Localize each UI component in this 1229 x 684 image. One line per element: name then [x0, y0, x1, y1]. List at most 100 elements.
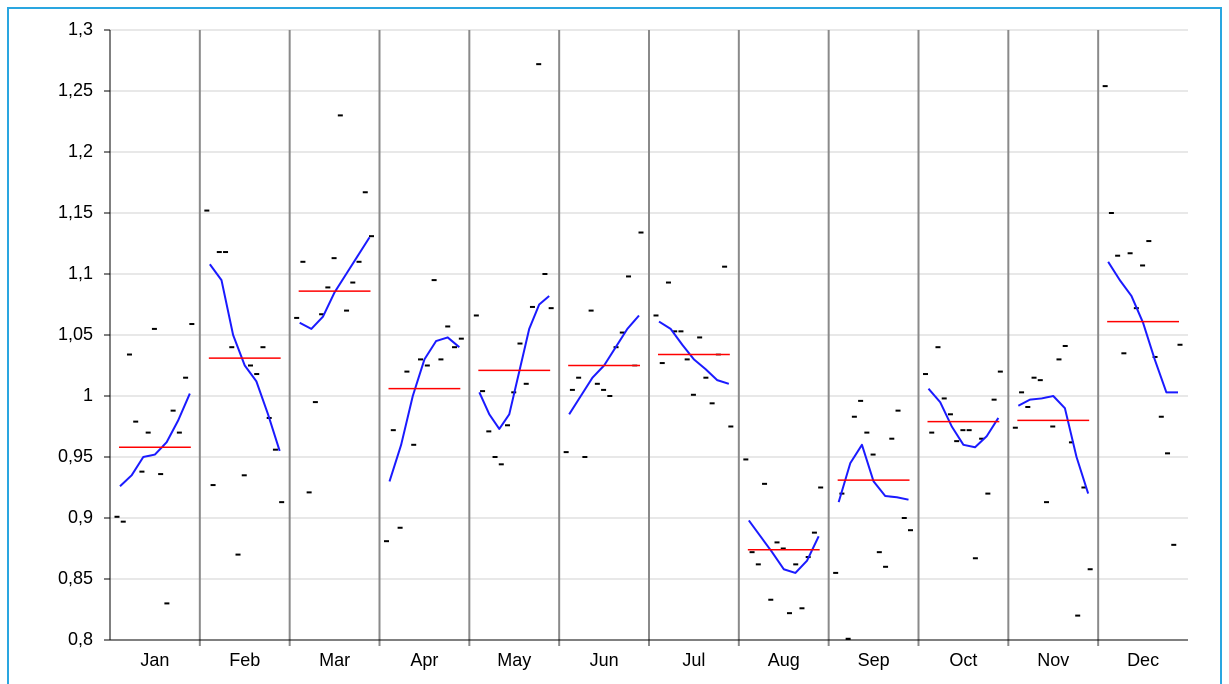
data-point — [923, 373, 928, 376]
data-point — [638, 231, 644, 234]
data-point — [889, 437, 895, 440]
data-point — [473, 314, 479, 317]
data-point — [1050, 425, 1056, 428]
data-point — [929, 431, 935, 434]
data-point — [247, 364, 253, 367]
data-point — [709, 402, 715, 405]
data-point — [780, 547, 786, 550]
data-point — [901, 517, 907, 519]
data-point — [404, 370, 410, 373]
data-point — [1165, 452, 1171, 455]
data-point — [985, 492, 991, 495]
data-point — [189, 323, 195, 326]
data-point — [548, 307, 554, 310]
data-point — [1115, 254, 1121, 257]
data-point — [833, 571, 839, 574]
data-point — [588, 309, 594, 312]
data-point — [438, 358, 444, 361]
data-point — [997, 370, 1003, 373]
data-point — [954, 440, 960, 443]
data-point — [279, 501, 285, 504]
data-point — [569, 388, 575, 391]
data-point — [1025, 405, 1031, 408]
y-tick-label: 0,85 — [58, 568, 93, 588]
y-tick-label: 0,9 — [68, 507, 93, 527]
trend-line — [658, 320, 730, 385]
data-point — [1037, 379, 1043, 382]
data-point — [183, 376, 189, 379]
data-point — [1158, 415, 1164, 418]
data-point — [492, 456, 498, 458]
y-tick-label: 0,95 — [58, 446, 93, 466]
data-point — [114, 515, 120, 518]
data-point — [793, 563, 799, 566]
data-point — [151, 327, 157, 330]
data-point — [260, 346, 266, 349]
data-point — [935, 346, 941, 349]
data-point — [1019, 391, 1025, 394]
data-point — [458, 337, 464, 340]
x-tick-label: Sep — [858, 650, 890, 670]
data-point — [306, 491, 312, 494]
data-point — [851, 415, 857, 418]
trend-line — [388, 336, 460, 482]
x-tick-label: Feb — [229, 650, 260, 670]
data-point — [966, 429, 972, 432]
data-point — [1087, 568, 1093, 571]
y-tick-label: 0,8 — [68, 629, 93, 649]
data-point — [204, 209, 210, 212]
data-point — [811, 531, 817, 534]
y-tick-label: 1,15 — [58, 202, 93, 222]
y-tick-label: 1,2 — [68, 141, 93, 161]
trend-line — [119, 393, 191, 488]
y-tick-label: 1,25 — [58, 80, 93, 100]
data-point — [1081, 486, 1087, 489]
x-tick-label: Oct — [949, 650, 977, 670]
data-point — [384, 540, 389, 543]
trend-line — [299, 236, 371, 330]
data-point — [517, 342, 523, 345]
data-point — [1177, 343, 1183, 346]
x-tick-label: Dec — [1127, 650, 1159, 670]
data-point — [749, 551, 755, 554]
data-point — [1062, 344, 1068, 347]
data-point — [1127, 252, 1133, 255]
data-point — [755, 563, 761, 566]
data-point — [728, 425, 734, 428]
data-point — [139, 470, 145, 473]
data-point — [505, 424, 511, 427]
data-point — [424, 364, 430, 367]
data-point — [786, 612, 792, 615]
data-point — [762, 482, 768, 485]
x-tick-label: May — [497, 650, 531, 670]
data-point — [908, 529, 913, 532]
data-point — [960, 429, 966, 432]
data-point — [576, 376, 582, 379]
data-point — [870, 453, 876, 456]
x-tick-label: Jul — [682, 650, 705, 670]
data-point — [229, 346, 235, 349]
data-point — [690, 393, 696, 396]
data-point — [350, 281, 356, 284]
data-point — [529, 305, 535, 308]
data-point — [653, 314, 659, 317]
data-point — [768, 598, 774, 601]
data-point — [480, 390, 486, 393]
data-point — [445, 325, 451, 328]
data-point — [659, 362, 665, 365]
data-point — [344, 309, 350, 312]
data-point — [1140, 264, 1146, 267]
data-point — [411, 443, 417, 446]
data-point — [170, 409, 176, 412]
data-point — [684, 358, 690, 361]
data-point — [1075, 614, 1081, 617]
data-point — [697, 336, 703, 339]
x-tick-label: Jan — [140, 650, 169, 670]
data-point — [337, 114, 343, 117]
data-point — [362, 191, 368, 194]
x-tick-label: Jun — [590, 650, 619, 670]
data-point — [864, 431, 870, 434]
y-tick-label: 1,05 — [58, 324, 93, 344]
data-point — [145, 431, 151, 434]
data-point — [858, 399, 864, 402]
